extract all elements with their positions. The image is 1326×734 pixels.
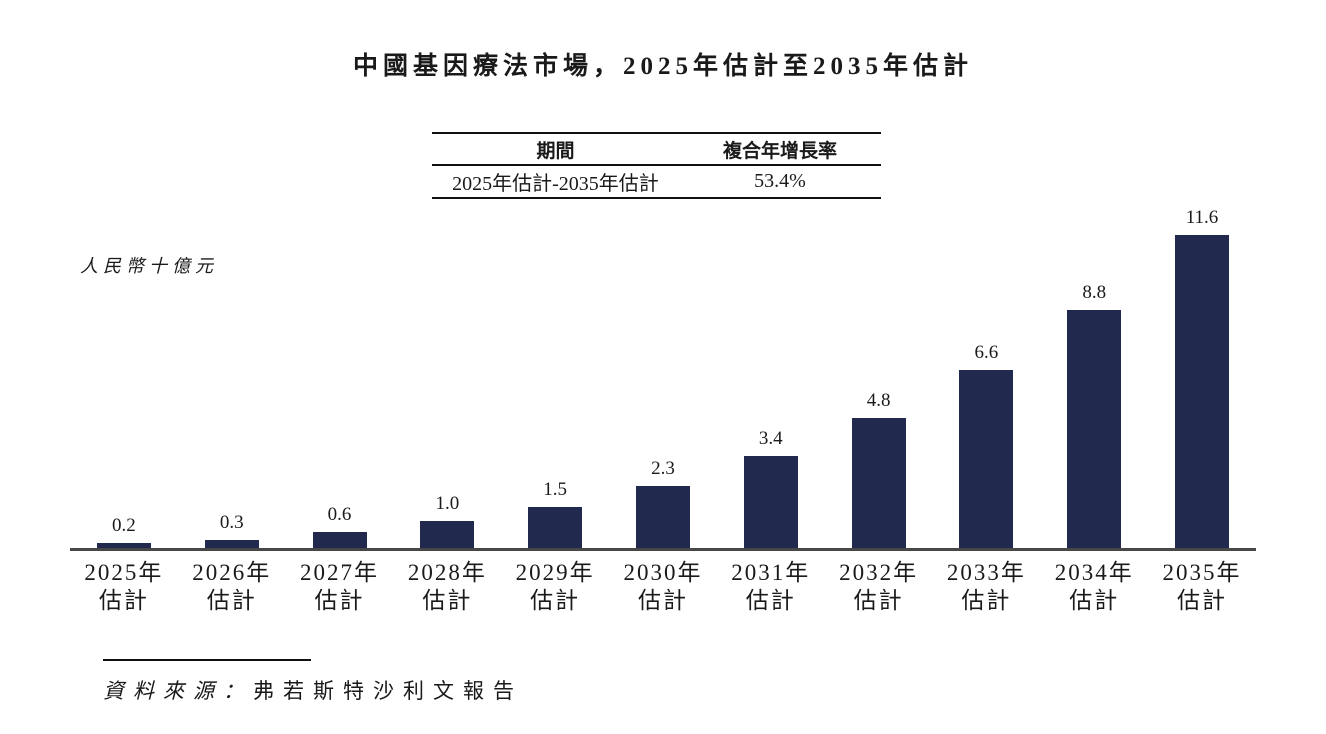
x-axis-line xyxy=(70,548,1256,551)
chart-title: 中國基因療法市場，2025年估計至2035年估計 xyxy=(352,53,973,80)
bar-value-label: 0.2 xyxy=(112,515,136,536)
source-label: 資料來源： xyxy=(103,679,253,703)
x-axis-tick-label: 2031年 估計 xyxy=(731,560,811,613)
bar-column: 0.2 xyxy=(70,205,178,548)
bar-column: 6.6 xyxy=(933,205,1041,548)
cagr-table: 期間 複合年增長率 2025年估計-2035年估計 53.4% xyxy=(432,132,881,199)
cagr-header-rate: 複合年增長率 xyxy=(722,140,837,162)
bar-column: 0.3 xyxy=(178,205,286,548)
x-axis-tick-label: 2034年 估計 xyxy=(1054,560,1134,613)
bar xyxy=(312,532,367,548)
source-text: 資料來源：弗若斯特沙利文報告 xyxy=(103,675,523,705)
x-axis-tick-label: 2025年 估計 xyxy=(84,560,164,613)
bar xyxy=(959,370,1014,548)
bar-column: 1.5 xyxy=(501,205,609,548)
x-axis-tick-label: 2029年 估計 xyxy=(515,560,595,613)
x-axis-tick-label: 2030年 估計 xyxy=(623,560,703,613)
bar-column: 8.8 xyxy=(1040,205,1148,548)
bar-value-label: 4.8 xyxy=(866,390,891,411)
bar xyxy=(1175,235,1230,548)
bar xyxy=(635,486,690,548)
plot-area: 0.2 0.3 0.6 1.0 1.5 2.3 3.4 4.8 6.6 8.8 11.6 xyxy=(70,205,1256,548)
bar-value-label: 8.8 xyxy=(1082,282,1107,303)
bar-value-label: 11.6 xyxy=(1185,207,1219,228)
bar-value-label: 6.6 xyxy=(974,342,999,363)
x-axis-tick-label: 2033年 估計 xyxy=(946,560,1026,613)
bar-column: 0.6 xyxy=(286,205,394,548)
bar xyxy=(851,418,906,548)
cagr-cell-rate: 53.4% xyxy=(754,170,806,192)
x-axis-tick-label: 2026年 估計 xyxy=(192,560,272,613)
bar-value-label: 3.4 xyxy=(758,428,783,449)
bar xyxy=(420,521,475,548)
bar xyxy=(743,456,798,548)
x-axis-tick-label: 2035年 估計 xyxy=(1162,560,1242,613)
bar xyxy=(204,540,259,548)
cagr-table-header-row: 期間 複合年增長率 xyxy=(432,134,881,166)
bar-value-label: 1.0 xyxy=(435,493,460,514)
bar-value-label: 0.3 xyxy=(219,512,244,533)
x-axis-tick-label: 2027年 估計 xyxy=(300,560,380,613)
source-note: 資料來源：弗若斯特沙利文報告 xyxy=(103,659,523,705)
bar-column: 2.3 xyxy=(609,205,717,548)
cagr-cell-period: 2025年估計-2035年估計 xyxy=(452,173,659,195)
bar-column: 4.8 xyxy=(825,205,933,548)
source-value: 弗若斯特沙利文報告 xyxy=(253,679,523,703)
x-axis-tick-label: 2032年 估計 xyxy=(839,560,919,613)
bar-column: 11.6 xyxy=(1148,205,1256,548)
x-axis-labels: 2025年 估計 2026年 估計 2027年 估計 2028年 估計 2029年 估計 2030年… xyxy=(70,551,1256,615)
bar-value-label: 1.5 xyxy=(543,479,568,500)
bar xyxy=(1067,310,1122,548)
bar-value-label: 0.6 xyxy=(327,504,352,525)
bar-column: 1.0 xyxy=(393,205,501,548)
bar-column: 3.4 xyxy=(717,205,825,548)
bar-chart: 0.2 0.3 0.6 1.0 1.5 2.3 3.4 4.8 6.6 8.8 11.6 2025年… xyxy=(70,205,1256,615)
x-axis-tick-label: 2028年 估計 xyxy=(407,560,487,613)
cagr-header-period: 期間 xyxy=(536,140,575,162)
source-rule xyxy=(103,659,311,661)
bar xyxy=(528,507,583,548)
y-axis-unit-label: 人民幣十億元 xyxy=(80,256,218,276)
bar-value-label: 2.3 xyxy=(651,458,675,479)
bar xyxy=(96,543,151,548)
cagr-table-data-row: 2025年估計-2035年估計 53.4% xyxy=(432,166,881,197)
